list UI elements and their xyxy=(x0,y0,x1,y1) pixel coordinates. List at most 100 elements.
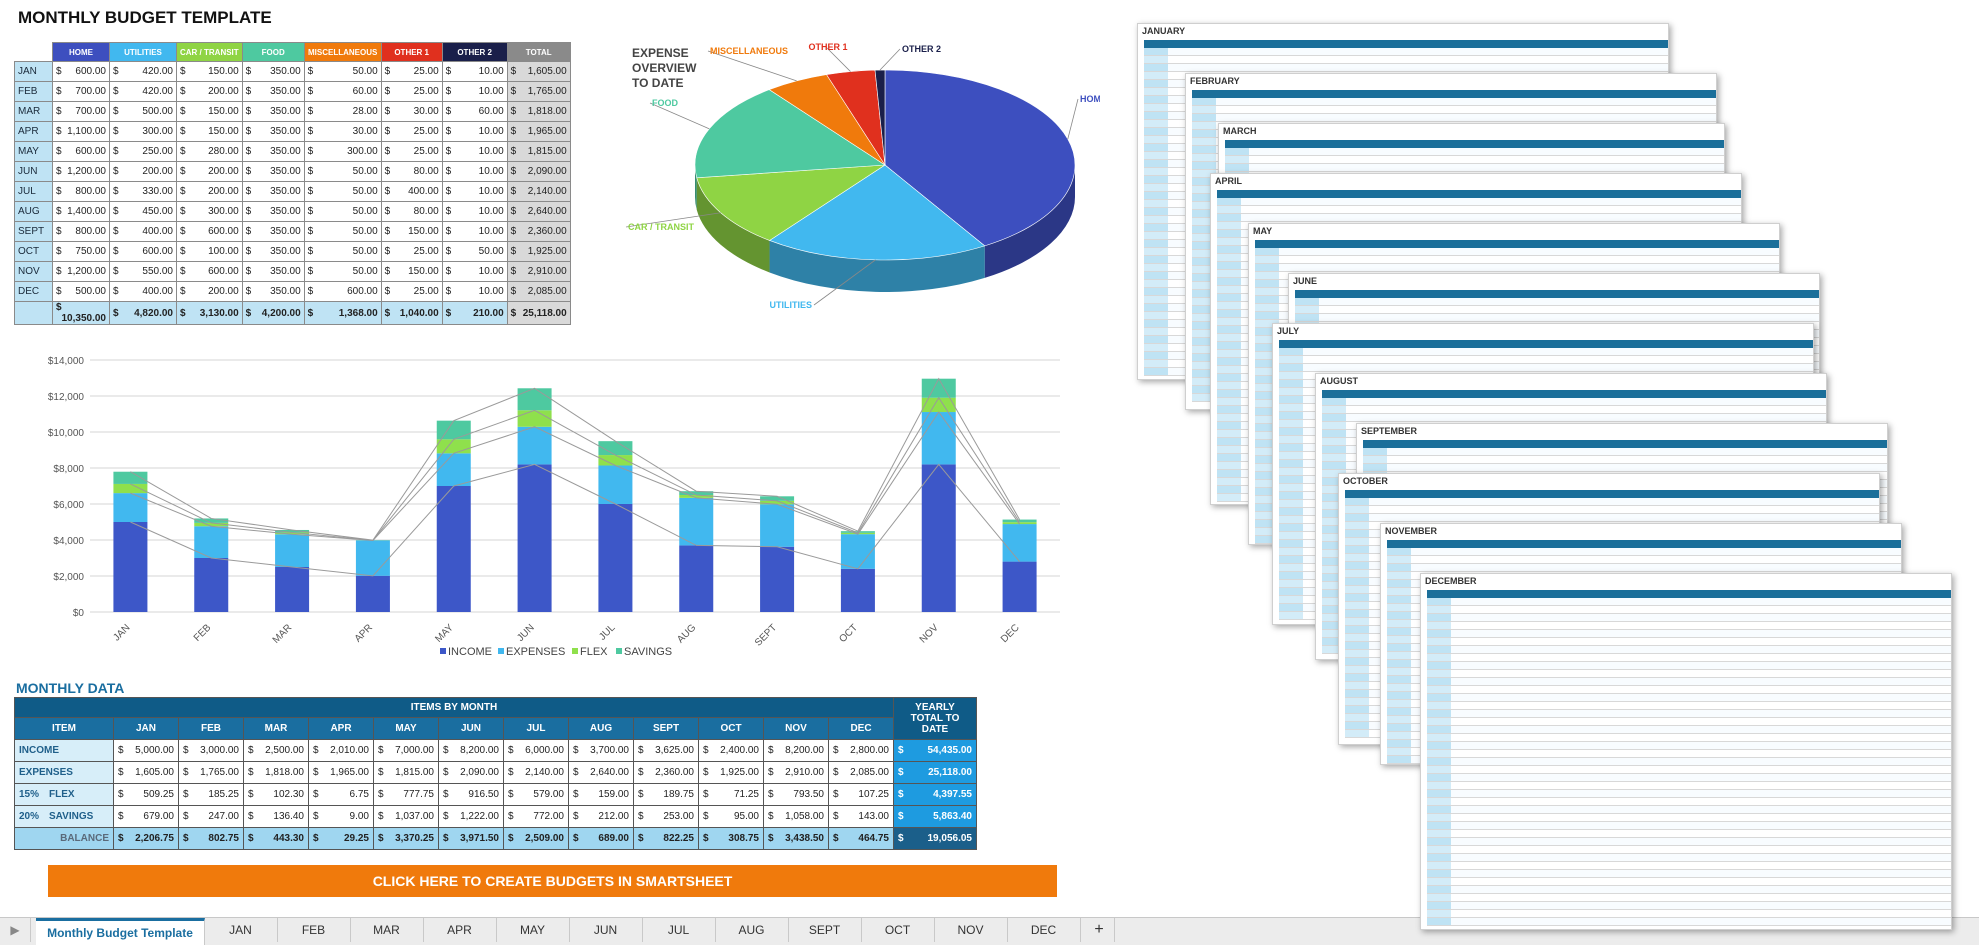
budget-cell[interactable]: $500.00 xyxy=(110,102,177,122)
monthly-cell[interactable]: $3,971.50 xyxy=(439,828,504,850)
monthly-cell[interactable]: $464.75 xyxy=(829,828,894,850)
monthly-cell[interactable]: $2,509.00 xyxy=(504,828,569,850)
monthly-cell[interactable]: $6.75 xyxy=(309,784,374,806)
budget-cell[interactable]: $10.00 xyxy=(442,122,507,142)
budget-cell[interactable]: $60.00 xyxy=(442,102,507,122)
monthly-cell[interactable]: $916.50 xyxy=(439,784,504,806)
budget-cell[interactable]: $30.00 xyxy=(304,122,381,142)
budget-cell[interactable]: $2,910.00 xyxy=(507,262,570,282)
budget-cell[interactable]: $500.00 xyxy=(53,282,110,302)
budget-cell[interactable]: $350.00 xyxy=(242,202,304,222)
budget-cell[interactable]: $150.00 xyxy=(381,222,442,242)
budget-cell[interactable]: $10.00 xyxy=(442,282,507,302)
budget-cell[interactable]: $100.00 xyxy=(177,242,243,262)
add-sheet-button[interactable]: + xyxy=(1084,918,1115,942)
sheet-tab-mar[interactable]: MAR xyxy=(350,918,424,942)
monthly-cell[interactable]: $679.00 xyxy=(114,806,179,828)
budget-cell[interactable]: $50.00 xyxy=(304,182,381,202)
budget-cell[interactable]: $1,100.00 xyxy=(53,122,110,142)
sheet-tab-jun[interactable]: JUN xyxy=(569,918,643,942)
monthly-cell[interactable]: $212.00 xyxy=(569,806,634,828)
budget-cell[interactable]: $30.00 xyxy=(381,102,442,122)
budget-cell[interactable]: $10.00 xyxy=(442,262,507,282)
monthly-cell[interactable]: $6,000.00 xyxy=(504,740,569,762)
budget-cell[interactable]: $80.00 xyxy=(381,202,442,222)
budget-cell[interactable]: $350.00 xyxy=(242,122,304,142)
monthly-cell[interactable]: $3,700.00 xyxy=(569,740,634,762)
sheet-tab-dec[interactable]: DEC xyxy=(1007,918,1081,942)
monthly-cell[interactable]: $185.25 xyxy=(179,784,244,806)
monthly-cell[interactable]: $102.30 xyxy=(244,784,309,806)
budget-cell[interactable]: $2,140.00 xyxy=(507,182,570,202)
monthly-cell[interactable]: $3,000.00 xyxy=(179,740,244,762)
budget-cell[interactable]: $600.00 xyxy=(53,62,110,82)
sheet-tab-aug[interactable]: AUG xyxy=(715,918,789,942)
budget-cell[interactable]: $1,200.00 xyxy=(53,262,110,282)
budget-cell[interactable]: $1,765.00 xyxy=(507,82,570,102)
monthly-cell[interactable]: $5,000.00 xyxy=(114,740,179,762)
sheet-tab-jul[interactable]: JUL xyxy=(642,918,716,942)
budget-cell[interactable]: $1,200.00 xyxy=(53,162,110,182)
budget-cell[interactable]: $700.00 xyxy=(53,82,110,102)
monthly-cell[interactable]: $136.40 xyxy=(244,806,309,828)
budget-cell[interactable]: $420.00 xyxy=(110,62,177,82)
budget-cell[interactable]: $450.00 xyxy=(110,202,177,222)
budget-cell[interactable]: $300.00 xyxy=(304,142,381,162)
budget-cell[interactable]: $400.00 xyxy=(110,222,177,242)
budget-cell[interactable]: $200.00 xyxy=(177,82,243,102)
budget-cell[interactable]: $400.00 xyxy=(110,282,177,302)
budget-cell[interactable]: $150.00 xyxy=(177,102,243,122)
monthly-cell[interactable]: $777.75 xyxy=(374,784,439,806)
monthly-cell[interactable]: $3,370.25 xyxy=(374,828,439,850)
monthly-cell[interactable]: $253.00 xyxy=(634,806,699,828)
budget-cell[interactable]: $250.00 xyxy=(110,142,177,162)
monthly-cell[interactable]: $1,815.00 xyxy=(374,762,439,784)
monthly-cell[interactable]: $1,058.00 xyxy=(764,806,829,828)
budget-cell[interactable]: $350.00 xyxy=(242,82,304,102)
budget-cell[interactable]: $300.00 xyxy=(110,122,177,142)
budget-cell[interactable]: $50.00 xyxy=(304,262,381,282)
monthly-cell[interactable]: $772.00 xyxy=(504,806,569,828)
monthly-cell[interactable]: $7,000.00 xyxy=(374,740,439,762)
create-budgets-button[interactable]: CLICK HERE TO CREATE BUDGETS IN SMARTSHE… xyxy=(48,865,1057,897)
budget-cell[interactable]: $25.00 xyxy=(381,282,442,302)
budget-cell[interactable]: $400.00 xyxy=(381,182,442,202)
budget-cell[interactable]: $280.00 xyxy=(177,142,243,162)
monthly-cell[interactable]: $95.00 xyxy=(699,806,764,828)
monthly-cell[interactable]: $8,200.00 xyxy=(764,740,829,762)
monthly-cell[interactable]: $1,765.00 xyxy=(179,762,244,784)
monthly-cell[interactable]: $509.25 xyxy=(114,784,179,806)
budget-cell[interactable]: $330.00 xyxy=(110,182,177,202)
budget-cell[interactable]: $420.00 xyxy=(110,82,177,102)
budget-cell[interactable]: $600.00 xyxy=(177,222,243,242)
budget-cell[interactable]: $800.00 xyxy=(53,222,110,242)
monthly-cell[interactable]: $1,037.00 xyxy=(374,806,439,828)
budget-cell[interactable]: $2,360.00 xyxy=(507,222,570,242)
budget-cell[interactable]: $1,605.00 xyxy=(507,62,570,82)
monthly-cell[interactable]: $689.00 xyxy=(569,828,634,850)
budget-cell[interactable]: $1,400.00 xyxy=(53,202,110,222)
budget-cell[interactable]: $350.00 xyxy=(242,162,304,182)
budget-cell[interactable]: $750.00 xyxy=(53,242,110,262)
monthly-cell[interactable]: $2,500.00 xyxy=(244,740,309,762)
budget-cell[interactable]: $350.00 xyxy=(242,222,304,242)
monthly-cell[interactable]: $1,925.00 xyxy=(699,762,764,784)
monthly-cell[interactable]: $443.30 xyxy=(244,828,309,850)
budget-cell[interactable]: $200.00 xyxy=(177,162,243,182)
sheet-tab-jan[interactable]: JAN xyxy=(204,918,278,942)
monthly-cell[interactable]: $1,965.00 xyxy=(309,762,374,784)
budget-cell[interactable]: $1,925.00 xyxy=(507,242,570,262)
budget-cell[interactable]: $2,090.00 xyxy=(507,162,570,182)
budget-cell[interactable]: $2,085.00 xyxy=(507,282,570,302)
monthly-cell[interactable]: $189.75 xyxy=(634,784,699,806)
budget-cell[interactable]: $10.00 xyxy=(442,62,507,82)
budget-cell[interactable]: $1,815.00 xyxy=(507,142,570,162)
budget-cell[interactable]: $50.00 xyxy=(442,242,507,262)
monthly-cell[interactable]: $107.25 xyxy=(829,784,894,806)
budget-cell[interactable]: $25.00 xyxy=(381,142,442,162)
budget-cell[interactable]: $50.00 xyxy=(304,62,381,82)
budget-cell[interactable]: $300.00 xyxy=(177,202,243,222)
budget-cell[interactable]: $600.00 xyxy=(177,262,243,282)
budget-cell[interactable]: $60.00 xyxy=(304,82,381,102)
sheet-tab-nov[interactable]: NOV xyxy=(934,918,1008,942)
